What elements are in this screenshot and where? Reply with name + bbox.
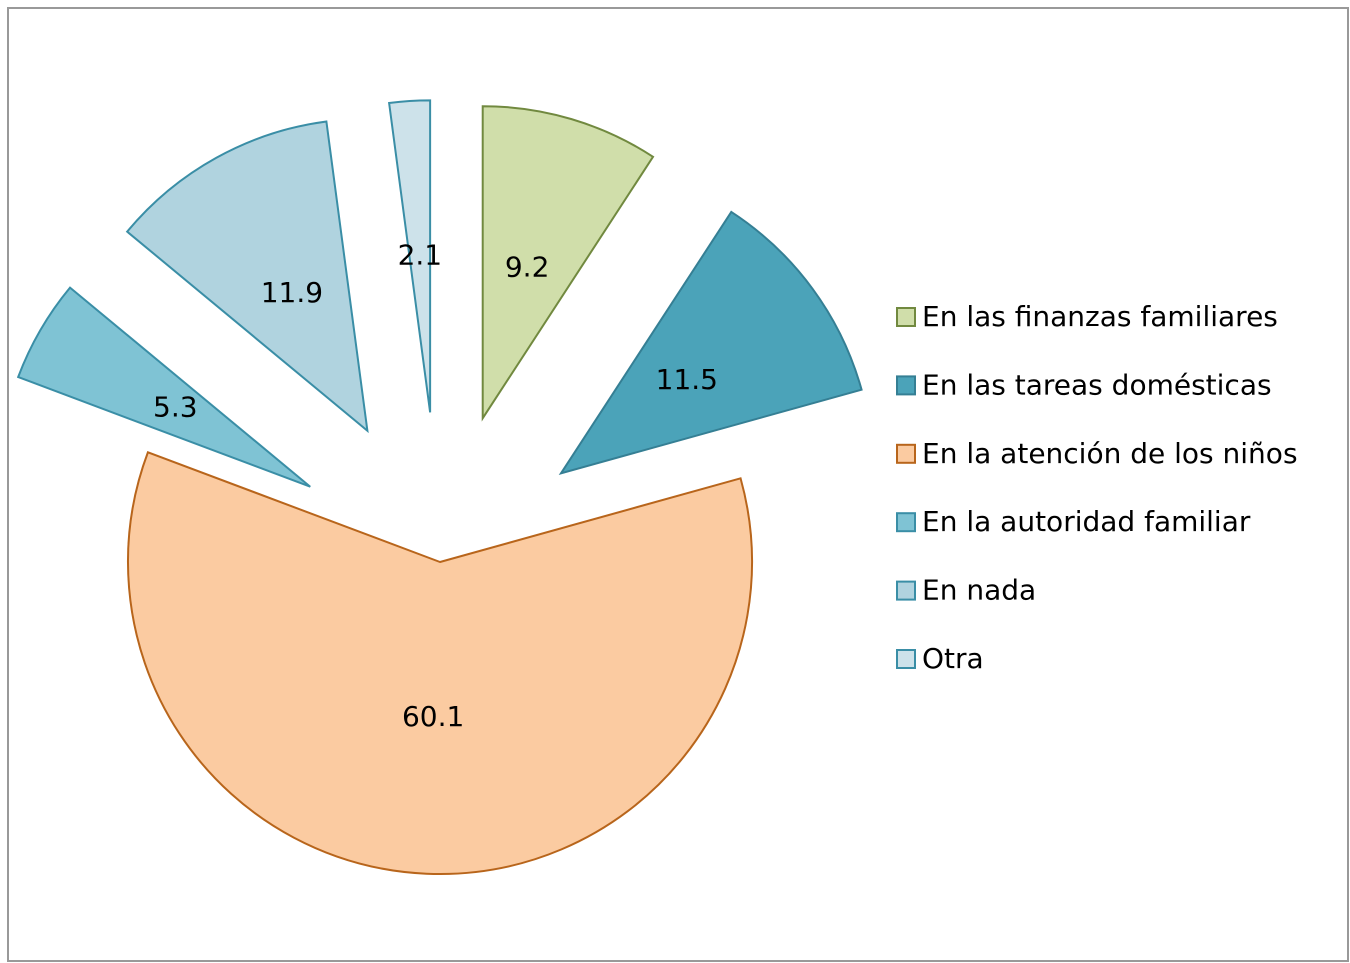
legend-swatch xyxy=(896,512,916,533)
data-label: 9.2 xyxy=(505,251,550,284)
legend-label: En la atención de los niños xyxy=(922,437,1298,470)
legend-swatch xyxy=(896,375,916,396)
pie-slice xyxy=(16,286,311,488)
pie-slice xyxy=(387,99,432,413)
legend-label: Otra xyxy=(922,642,984,675)
data-label: 11.9 xyxy=(261,276,323,309)
pie-slice xyxy=(125,120,369,434)
legend-label: En la autoridad familiar xyxy=(922,505,1251,538)
pie-slice xyxy=(127,450,753,875)
legend-swatch xyxy=(896,649,916,669)
legend-label: En las finanzas familiares xyxy=(922,300,1278,333)
data-label: 5.3 xyxy=(153,390,198,423)
data-label: 11.5 xyxy=(656,363,718,396)
legend-label: En las tareas domésticas xyxy=(922,368,1272,401)
pie-slice xyxy=(558,210,863,476)
legend-swatch xyxy=(896,443,916,464)
legend-swatch xyxy=(896,307,916,327)
pie-slice xyxy=(481,105,655,422)
legend-swatch xyxy=(896,580,916,601)
data-label: 2.1 xyxy=(398,239,443,272)
data-label: 60.1 xyxy=(402,700,464,733)
legend-label: En nada xyxy=(922,574,1036,607)
